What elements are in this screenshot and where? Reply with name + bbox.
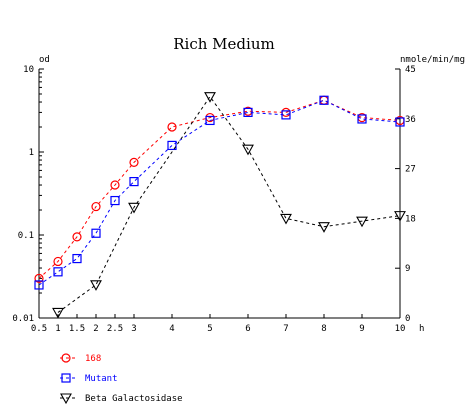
series-line-beta-galactosidase xyxy=(57,95,401,313)
left-tick-label: 0.01 xyxy=(12,314,34,324)
x-tick-label: 4 xyxy=(169,324,174,334)
right-tick-label: 45 xyxy=(405,65,416,75)
data-point-beta-galactosidase xyxy=(318,222,330,233)
series-beta-galactosidase xyxy=(52,92,406,319)
data-point-beta-galactosidase xyxy=(242,144,254,156)
legend-marker-mutant xyxy=(61,373,71,383)
legend-marker-beta-galactosidase xyxy=(60,393,72,405)
right-tick-label: 0 xyxy=(405,314,410,324)
data-point-mutant xyxy=(395,117,405,127)
data-point-beta-galactosidase xyxy=(52,307,64,319)
left-tick-label: 0.1 xyxy=(18,231,34,241)
data-point-168 xyxy=(110,180,120,190)
series-line-168 xyxy=(38,99,401,279)
x-tick-label: 7 xyxy=(283,324,288,334)
x-tick-label: 1.5 xyxy=(69,324,85,334)
x-axis-unit: h xyxy=(419,324,424,334)
chart-title: Rich Medium xyxy=(173,35,274,53)
data-point-mutant xyxy=(281,110,291,120)
data-point-beta-galactosidase xyxy=(356,216,368,228)
data-point-mutant xyxy=(357,114,367,124)
series-layer xyxy=(34,92,406,319)
data-point-mutant xyxy=(110,195,120,206)
data-point-beta-galactosidase xyxy=(90,280,102,291)
x-tick-label: 8 xyxy=(321,324,326,334)
data-point-beta-galactosidase xyxy=(128,202,140,214)
x-tick-label: 2 xyxy=(93,324,98,334)
legend: 168 Mutant Beta Galactosidase xyxy=(60,353,183,405)
data-point-mutant xyxy=(34,280,44,290)
data-point-mutant xyxy=(91,228,101,238)
series-line-mutant xyxy=(38,99,401,286)
left-tick-label: 10 xyxy=(23,65,34,75)
left-axis-unit: od xyxy=(39,55,50,65)
data-point-mutant xyxy=(205,115,215,126)
legend-label-168: 168 xyxy=(85,354,101,364)
series-mutant xyxy=(34,95,405,290)
right-tick-label: 27 xyxy=(405,165,416,175)
data-point-beta-galactosidase xyxy=(280,213,292,225)
x-tick-label: 0.5 xyxy=(31,324,47,334)
right-tick-label: 9 xyxy=(405,264,410,274)
data-point-mutant xyxy=(167,140,177,151)
data-point-168 xyxy=(167,122,177,132)
data-point-beta-galactosidase xyxy=(204,92,216,103)
x-tick-label: 6 xyxy=(245,324,250,334)
data-point-168 xyxy=(91,201,101,212)
right-axis-unit: nmole/min/mg xyxy=(400,55,465,65)
data-point-mutant xyxy=(129,176,139,187)
right-tick-label: 18 xyxy=(405,214,416,224)
data-point-mutant xyxy=(53,267,63,277)
data-point-168 xyxy=(53,256,63,267)
right-tick-label: 36 xyxy=(405,115,416,125)
data-point-mutant xyxy=(319,95,329,105)
data-point-168 xyxy=(34,273,44,283)
data-point-mutant xyxy=(72,253,82,264)
data-point-168 xyxy=(129,157,139,167)
data-point-beta-galactosidase xyxy=(394,211,406,222)
series-168 xyxy=(34,95,405,283)
data-point-mutant xyxy=(243,107,253,117)
data-point-168 xyxy=(319,95,329,105)
x-tick-label: 1 xyxy=(55,324,60,334)
x-tick-label: 9 xyxy=(359,324,364,334)
x-tick-label: 2.5 xyxy=(107,324,123,334)
x-tick-label: 10 xyxy=(395,324,406,334)
legend-marker-168 xyxy=(61,353,71,363)
legend-label-mutant: Mutant xyxy=(85,374,118,384)
x-tick-label: 5 xyxy=(207,324,212,334)
left-tick-label: 1 xyxy=(29,148,34,158)
legend-label-beta-galactosidase: Beta Galactosidase xyxy=(85,394,183,404)
x-tick-label: 3 xyxy=(131,324,136,334)
data-point-168 xyxy=(72,232,82,242)
